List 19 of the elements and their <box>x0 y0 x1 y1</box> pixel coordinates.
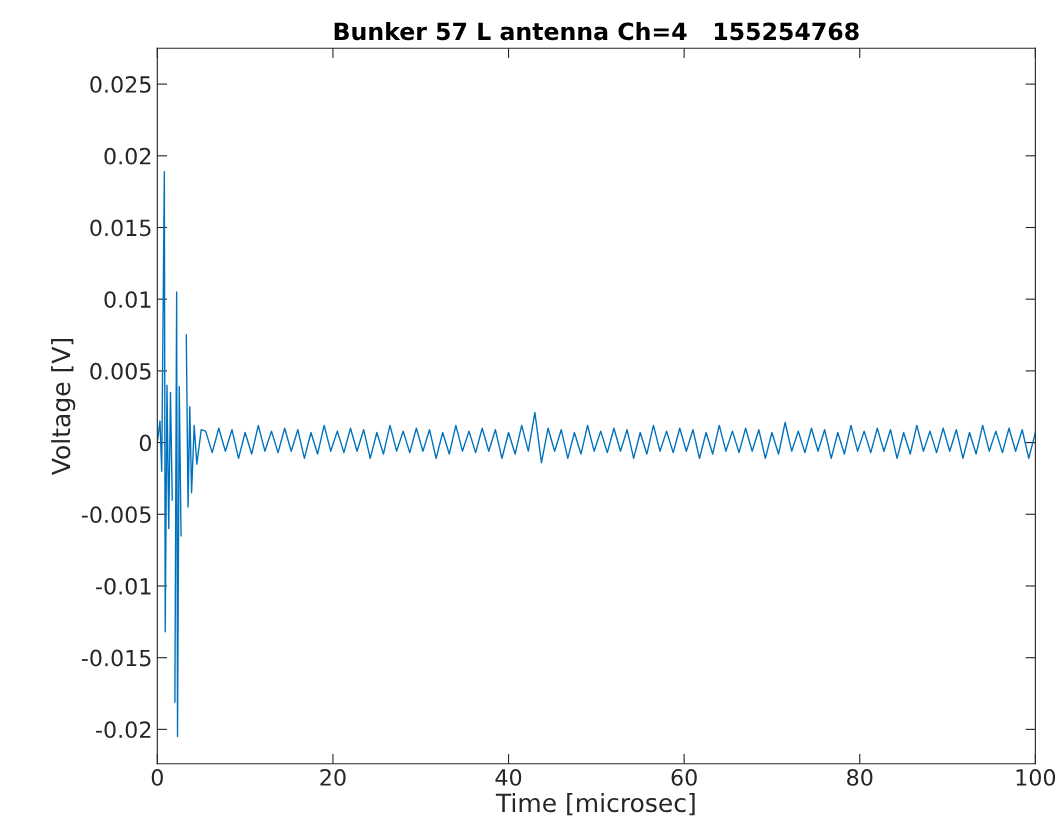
y-tick-label: 0.02 <box>104 147 151 165</box>
x-tick-label: 60 <box>671 769 697 786</box>
x-tick-label: 20 <box>320 769 346 786</box>
x-tick-label: 0 <box>151 769 163 786</box>
y-tick-label: 0.025 <box>90 76 151 93</box>
x-tick-label: 40 <box>495 769 522 786</box>
y-tick-label: -0.02 <box>96 721 151 739</box>
y-tick-label: -0.01 <box>96 577 151 595</box>
y-tick-label: -0.015 <box>81 649 151 667</box>
y-tick-label: -0.005 <box>81 506 151 524</box>
y-axis-title: Voltage [V] <box>51 339 76 475</box>
x-tick-label: 100 <box>1016 769 1056 786</box>
y-tick-label: 0.015 <box>90 219 151 237</box>
y-tick-label: 0 <box>139 434 151 452</box>
y-tick-label: 0.01 <box>104 291 151 308</box>
y-tick-label: 0.005 <box>90 362 151 380</box>
chart-title: Bunker 57 L antenna Ch=4 155254768 <box>334 21 859 41</box>
x-axis-title: Time [microsec] <box>495 792 695 816</box>
x-tick-label: 80 <box>847 769 873 786</box>
